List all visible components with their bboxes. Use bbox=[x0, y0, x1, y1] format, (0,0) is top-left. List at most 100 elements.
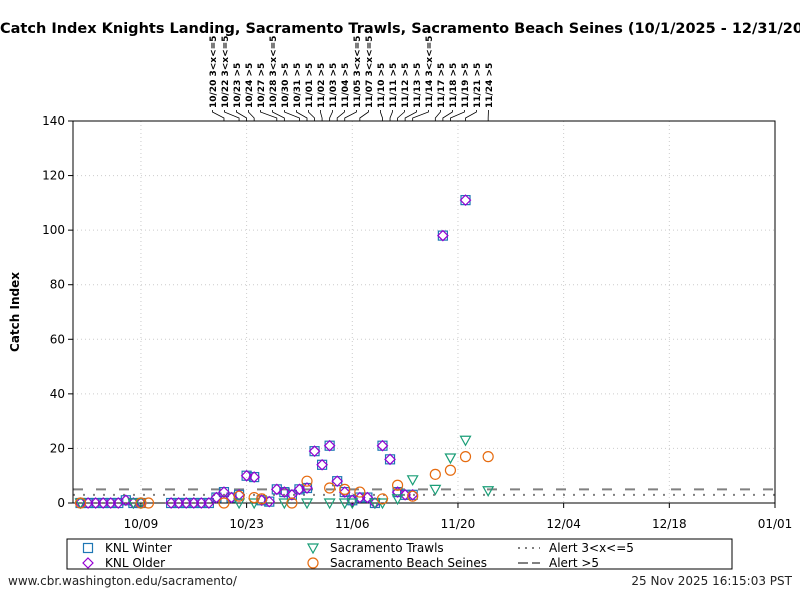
data-point bbox=[429, 484, 442, 496]
legend-label: Alert >5 bbox=[549, 556, 599, 570]
legend-label: Alert 3<x<=5 bbox=[549, 541, 634, 555]
data-point bbox=[391, 486, 404, 498]
data-point bbox=[165, 497, 177, 509]
annotation-label: 11/24 >5 bbox=[485, 63, 495, 108]
data-point bbox=[210, 491, 223, 504]
annotation-tick bbox=[272, 110, 285, 121]
annotation-tick bbox=[442, 110, 453, 121]
data-point bbox=[233, 490, 245, 502]
x-tick-label: 01/01 bbox=[758, 517, 793, 531]
y-tick-label: 40 bbox=[50, 387, 65, 401]
legend-marker bbox=[307, 557, 319, 569]
data-point bbox=[286, 497, 298, 509]
legend-label: Sacramento Trawls bbox=[330, 541, 444, 555]
x-tick-label: 10/23 bbox=[229, 517, 264, 531]
data-point bbox=[172, 497, 185, 509]
annotation-tick bbox=[380, 110, 383, 121]
source-url[interactable]: www.cbr.washington.edu/sacramento/ bbox=[8, 574, 237, 588]
data-point bbox=[391, 479, 404, 491]
y-tick-label: 60 bbox=[50, 332, 65, 346]
data-point bbox=[270, 483, 283, 496]
data-point bbox=[97, 497, 110, 509]
data-point bbox=[444, 464, 457, 476]
plot-frame bbox=[72, 120, 776, 504]
data-point bbox=[316, 459, 328, 470]
legend-label: KNL Older bbox=[105, 556, 165, 570]
data-point bbox=[300, 498, 314, 510]
y-tick-label: 120 bbox=[42, 169, 65, 183]
timestamp: 25 Nov 2025 16:15:03 PST bbox=[631, 574, 792, 588]
legend-item: Sacramento Beach Seines bbox=[307, 556, 487, 570]
annotation-tick bbox=[296, 110, 308, 121]
data-point bbox=[104, 497, 117, 509]
annotation-tick bbox=[308, 110, 315, 121]
data-point bbox=[459, 435, 472, 447]
annotation-label: 11/21 >5 bbox=[473, 63, 483, 108]
legend-marker bbox=[306, 543, 320, 555]
data-point bbox=[376, 493, 389, 505]
data-point bbox=[338, 486, 351, 498]
annotation-tick bbox=[284, 110, 300, 121]
data-point bbox=[460, 195, 471, 206]
data-point bbox=[89, 497, 102, 509]
x-tick-label: 11/20 bbox=[441, 517, 476, 531]
annotation-label: 10/30 >5 bbox=[281, 63, 291, 108]
data-point bbox=[459, 194, 472, 206]
series-knl-older bbox=[74, 194, 472, 509]
annotation-tick bbox=[404, 110, 417, 121]
data-point bbox=[278, 486, 291, 498]
data-point bbox=[332, 476, 343, 487]
x-tick-label: 12/18 bbox=[652, 517, 687, 531]
annotation-tick bbox=[329, 110, 333, 121]
data-point bbox=[376, 439, 389, 452]
data-point bbox=[74, 497, 87, 509]
annotation-label: 10/31 >5 bbox=[293, 63, 303, 108]
legend-marker bbox=[82, 557, 94, 569]
data-point bbox=[142, 497, 155, 509]
x-tick-label: 12/04 bbox=[546, 517, 581, 531]
data-point bbox=[338, 498, 351, 510]
annotation-tick bbox=[397, 110, 405, 121]
data-point bbox=[429, 468, 441, 480]
y-tick-label: 20 bbox=[50, 441, 65, 455]
y-tick-label: 100 bbox=[42, 223, 65, 237]
data-point bbox=[339, 483, 351, 495]
annotation-tick bbox=[224, 110, 240, 121]
annotation-label: 11/07 3<x<=5 bbox=[365, 36, 375, 108]
y-axis-label: Catch Index bbox=[8, 272, 22, 352]
data-point bbox=[203, 497, 215, 509]
data-point bbox=[240, 469, 253, 482]
annotation-label: 11/02 >5 bbox=[317, 63, 327, 108]
annotation-tick bbox=[260, 110, 278, 121]
data-point bbox=[368, 498, 381, 510]
data-point bbox=[331, 475, 344, 488]
data-point bbox=[406, 475, 419, 487]
y-tick-label: 80 bbox=[50, 278, 65, 292]
data-point bbox=[459, 451, 472, 463]
data-point bbox=[301, 482, 313, 494]
annotation-label: 11/17 >5 bbox=[437, 63, 447, 108]
data-point bbox=[256, 493, 268, 505]
annotation-tick bbox=[320, 110, 323, 121]
annotation-label: 11/11 >5 bbox=[389, 63, 399, 108]
data-point bbox=[482, 486, 495, 497]
data-point bbox=[391, 494, 404, 506]
legend-item: KNL Older bbox=[82, 556, 165, 570]
data-point bbox=[482, 451, 494, 463]
annotation-label: 11/03 >5 bbox=[329, 63, 339, 108]
annotation-label: 11/18 >5 bbox=[449, 63, 459, 108]
data-point bbox=[354, 486, 366, 498]
data-point bbox=[135, 497, 147, 509]
annotation-tick bbox=[236, 110, 248, 121]
data-point bbox=[407, 490, 419, 502]
annotation-label: 11/13 >5 bbox=[413, 63, 423, 108]
legend-label: KNL Winter bbox=[105, 541, 172, 555]
data-point bbox=[301, 475, 313, 487]
data-point bbox=[286, 488, 298, 501]
legend-item: Sacramento Trawls bbox=[306, 541, 444, 555]
data-point bbox=[361, 491, 374, 504]
series-sacramento-trawls bbox=[74, 435, 495, 510]
legend-box bbox=[66, 538, 733, 570]
data-point bbox=[437, 229, 449, 242]
